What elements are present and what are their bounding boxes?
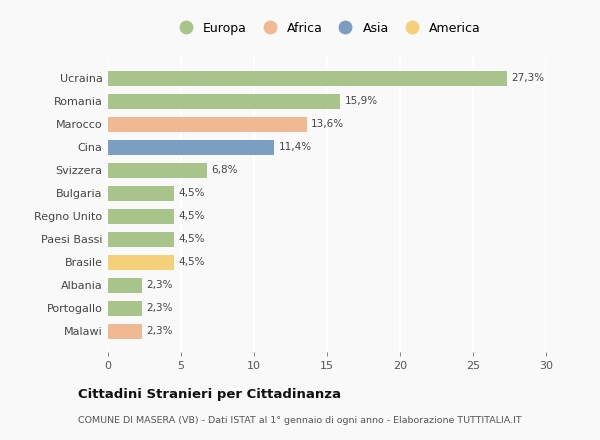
- Bar: [108, 255, 174, 270]
- Bar: [108, 186, 174, 201]
- Text: 15,9%: 15,9%: [344, 96, 377, 106]
- Bar: [108, 231, 174, 246]
- Bar: [108, 324, 142, 339]
- Bar: [108, 94, 340, 109]
- Text: 4,5%: 4,5%: [178, 211, 205, 221]
- Text: Cittadini Stranieri per Cittadinanza: Cittadini Stranieri per Cittadinanza: [78, 388, 341, 401]
- Bar: [108, 209, 174, 224]
- Text: 6,8%: 6,8%: [212, 165, 238, 175]
- Text: 2,3%: 2,3%: [146, 303, 172, 313]
- Text: 13,6%: 13,6%: [311, 119, 344, 129]
- Bar: [108, 301, 142, 315]
- Bar: [108, 163, 207, 178]
- Text: 4,5%: 4,5%: [178, 234, 205, 244]
- Legend: Europa, Africa, Asia, America: Europa, Africa, Asia, America: [170, 19, 484, 37]
- Text: 27,3%: 27,3%: [511, 73, 544, 83]
- Text: 4,5%: 4,5%: [178, 257, 205, 267]
- Text: COMUNE DI MASERA (VB) - Dati ISTAT al 1° gennaio di ogni anno - Elaborazione TUT: COMUNE DI MASERA (VB) - Dati ISTAT al 1°…: [78, 416, 521, 425]
- Text: 11,4%: 11,4%: [279, 142, 312, 152]
- Text: 4,5%: 4,5%: [178, 188, 205, 198]
- Text: 2,3%: 2,3%: [146, 280, 172, 290]
- Text: 2,3%: 2,3%: [146, 326, 172, 336]
- Bar: [108, 278, 142, 293]
- Bar: [108, 70, 506, 85]
- Bar: [108, 139, 274, 154]
- Bar: [108, 117, 307, 132]
